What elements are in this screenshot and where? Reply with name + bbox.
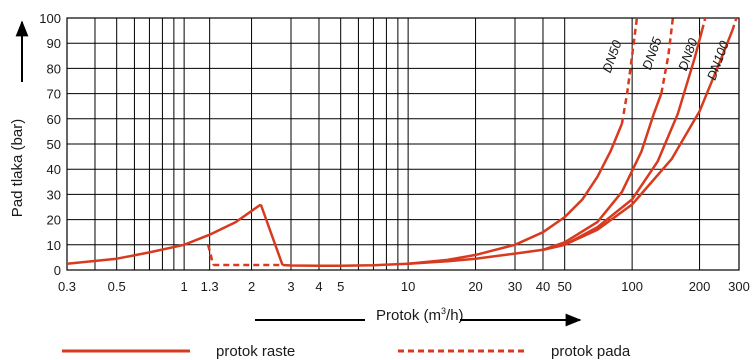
x-tick-label: 0.5 — [108, 279, 126, 294]
flow-curve — [259, 204, 284, 266]
y-tick-label: 40 — [47, 162, 61, 177]
dn50-curve — [407, 123, 624, 265]
y-tick-label: 30 — [47, 187, 61, 202]
x-tick-label: 2 — [248, 279, 255, 294]
x-tick-label: 20 — [468, 279, 482, 294]
x-tick-label: 30 — [508, 279, 522, 294]
y-tick-label: 10 — [47, 238, 61, 253]
flow-curve — [67, 203, 262, 265]
x-tick-label: 3 — [287, 279, 294, 294]
curve-label-dn100: DN100 — [704, 38, 732, 82]
flow-curve-dashed — [620, 18, 639, 125]
y-tick-labels: 0 10 20 30 40 50 60 70 80 90 100 — [39, 11, 61, 278]
x-tick-label: 1.3 — [201, 279, 219, 294]
y-axis-label: Pad tlaka (bar) — [9, 119, 26, 217]
x-tick-label: 300 — [728, 279, 750, 294]
legend-dashed-label: protok pada — [551, 343, 631, 360]
y-tick-label: 100 — [39, 11, 61, 26]
x-tick-label: 40 — [536, 279, 550, 294]
x-tick-label: 10 — [401, 279, 415, 294]
legend: protok raste protok pada — [62, 343, 631, 360]
flow-curve-dashed — [206, 244, 215, 266]
legend-solid-label: protok raste — [216, 343, 295, 360]
y-tick-label: 0 — [54, 263, 61, 278]
x-tick-label: 100 — [621, 279, 643, 294]
grid — [66, 17, 740, 271]
flow-curve-dashed — [731, 18, 738, 31]
flow-curve-dashed — [700, 18, 707, 31]
y-tick-label: 90 — [47, 36, 61, 51]
y-tick-label: 60 — [47, 112, 61, 127]
y-tick-label: 70 — [47, 87, 61, 102]
y-tick-label: 80 — [47, 61, 61, 76]
flow-curve — [282, 248, 544, 267]
dn100-curve — [542, 30, 734, 252]
x-axis-label: Protok (m3/h) — [376, 306, 464, 324]
x-tick-label: 200 — [689, 279, 711, 294]
flow-curve-dashed — [660, 18, 675, 94]
y-tick-label: 20 — [47, 213, 61, 228]
x-tick-label: 1 — [181, 279, 188, 294]
x-tick-label: 4 — [315, 279, 322, 294]
curve-label-dn65: DN65 — [639, 35, 665, 72]
plot-frame — [66, 17, 740, 271]
curves — [67, 18, 738, 267]
x-tick-label: 0.3 — [58, 279, 76, 294]
x-tick-label: 5 — [337, 279, 344, 294]
x-tick-labels: 0.3 0.5 1 1.3 2 3 4 5 10 20 30 40 50 100 200 300 — [58, 279, 750, 294]
curve-labels: DN50 DN65 DN80 DN100 — [599, 35, 732, 82]
dn65-curve — [542, 93, 663, 251]
x-tick-label: 50 — [557, 279, 571, 294]
y-tick-label: 50 — [47, 137, 61, 152]
